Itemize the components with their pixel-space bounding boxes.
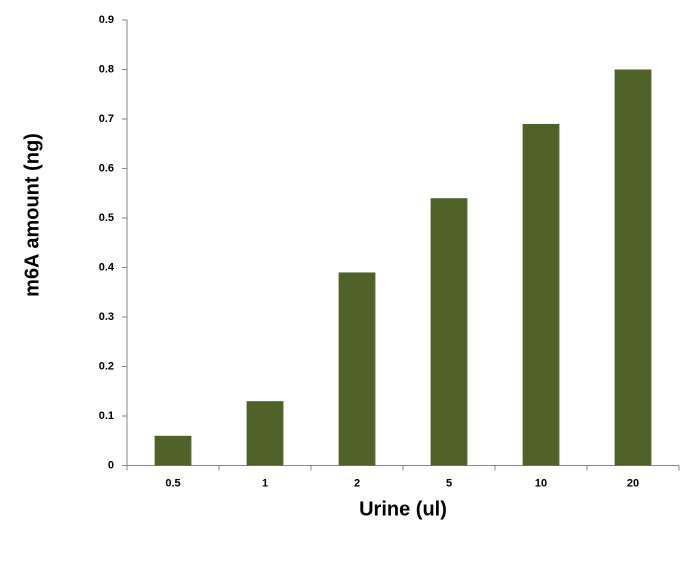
y-tick-label: 0.7 [99,113,114,125]
y-tick-label: 0.9 [99,14,114,26]
y-tick-label: 0.8 [99,63,114,75]
x-tick-label: 10 [535,477,547,489]
bar [338,272,376,466]
bar [154,435,192,466]
x-tick-label: 1 [262,477,268,489]
x-tick-label: 2 [354,477,360,489]
y-tick-label: 0.3 [99,311,114,323]
bar [522,123,560,466]
x-tick-label: 0.5 [165,477,180,489]
y-tick-label: 0.2 [99,360,114,372]
bar [430,198,468,466]
y-tick-label: 0.1 [99,410,114,422]
bar [614,69,652,466]
x-tick-label: 20 [627,477,639,489]
y-tick-label: 0.6 [99,162,114,174]
y-tick-label: 0.5 [99,212,114,224]
y-tick-label: 0.4 [99,261,115,273]
bar [246,401,284,466]
x-tick-label: 5 [446,477,452,489]
x-axis-title: Urine (ul) [359,498,447,520]
y-axis-title: m6A amount (ng) [21,133,43,297]
y-tick-label: 0 [108,459,114,471]
